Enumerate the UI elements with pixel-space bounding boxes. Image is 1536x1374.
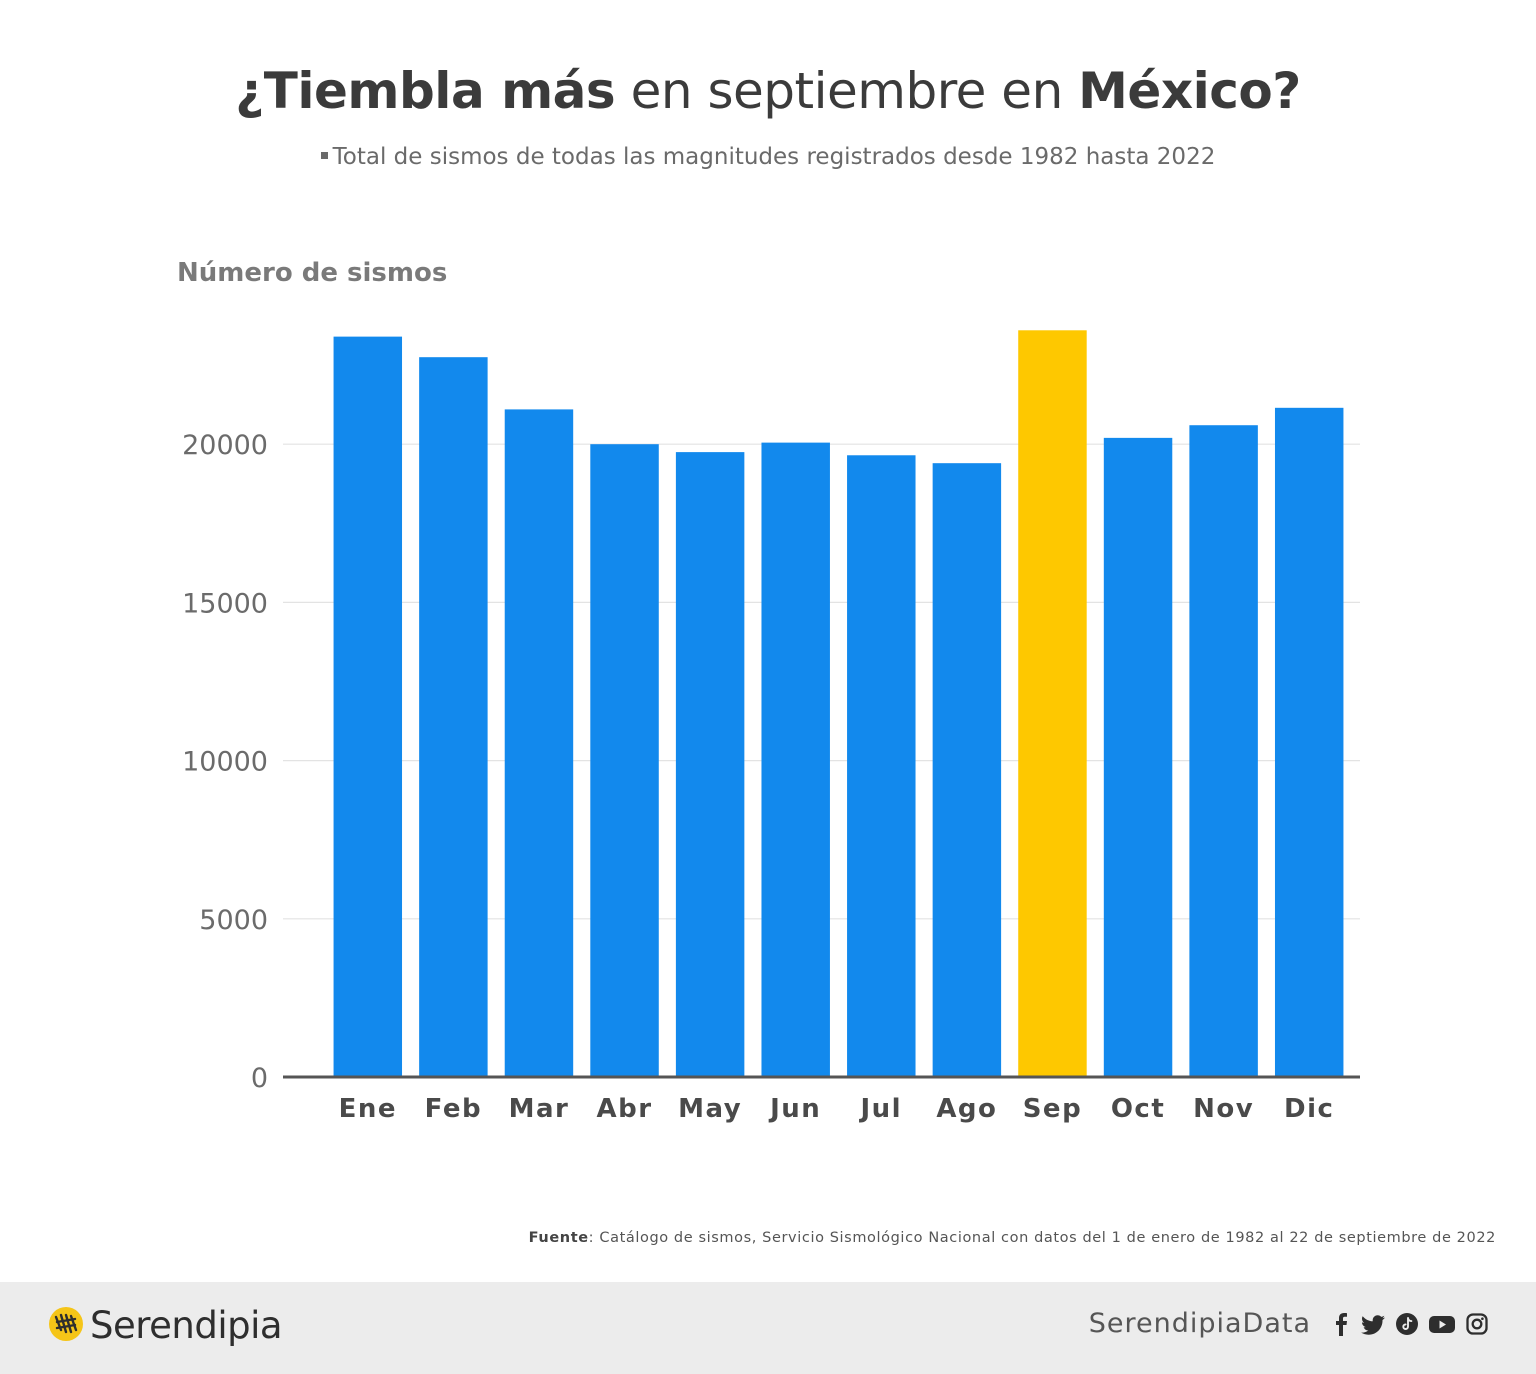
bar [675, 452, 745, 1077]
bar [419, 357, 488, 1077]
y-axis-label: Número de sismos [177, 258, 448, 288]
bar [1018, 330, 1087, 1077]
social-links: SerendipiaData [1089, 1308, 1490, 1339]
bar [1189, 425, 1258, 1077]
chart-title: ¿Tiembla más en septiembre en México? [0, 62, 1536, 120]
x-tick-label: Mar [509, 1094, 570, 1124]
bar [504, 409, 574, 1077]
x-tick-label: Abr [597, 1094, 653, 1124]
instagram-icon[interactable] [1464, 1311, 1490, 1337]
source-note: Fuente: Catálogo de sismos, Servicio Sis… [529, 1230, 1496, 1246]
brand[interactable]: Serendipia [48, 1304, 283, 1347]
x-tick-label: Ago [936, 1094, 997, 1124]
twitter-icon[interactable] [1359, 1311, 1387, 1337]
x-tick-label: May [678, 1094, 742, 1124]
y-tick-label: 10000 [182, 747, 268, 778]
bar-chart: 0 5000 10000 15000 20000 Ene Feb Mar Abr May Jun Ju… [182, 330, 1360, 1124]
x-tick-label: Sep [1023, 1094, 1082, 1124]
serendipia-logo-icon [48, 1306, 84, 1346]
x-tick-label: Nov [1193, 1094, 1254, 1124]
tiktok-icon[interactable] [1394, 1311, 1420, 1337]
social-handle[interactable]: SerendipiaData [1088, 1308, 1311, 1339]
facebook-icon[interactable] [1330, 1311, 1352, 1337]
x-tick-label: Ene [339, 1094, 397, 1124]
y-tick-label: 0 [251, 1063, 268, 1094]
bar [333, 336, 403, 1077]
title-part-b: en septiembre en [630, 62, 1064, 120]
bar [1103, 437, 1173, 1077]
bar [847, 455, 916, 1077]
x-tick-label: Jul [858, 1094, 902, 1124]
subtitle-text: Total de sismos de todas las magnitudes … [332, 144, 1216, 170]
youtube-icon[interactable] [1427, 1311, 1457, 1337]
chart-subtitle: Total de sismos de todas las magnitudes … [0, 144, 1536, 170]
y-tick-label: 20000 [182, 430, 268, 461]
x-tick-label: Dic [1284, 1094, 1334, 1124]
y-tick-label: 5000 [199, 905, 268, 936]
footer-bar: Serendipia SerendipiaData [0, 1282, 1536, 1374]
bar [932, 463, 1002, 1078]
bar [590, 444, 659, 1077]
title-part-a: ¿Tiembla más [235, 62, 616, 120]
x-tick-label: Oct [1111, 1094, 1165, 1124]
x-tick-label: Jun [768, 1094, 821, 1124]
bar [761, 442, 830, 1077]
y-tick-label: 15000 [182, 588, 268, 619]
bar [1274, 407, 1344, 1078]
source-text: : Catálogo de sismos, Servicio Sismológi… [588, 1230, 1496, 1246]
x-tick-label: Feb [425, 1094, 482, 1124]
brand-name: Serendipia [90, 1304, 283, 1347]
source-label: Fuente [528, 1230, 589, 1246]
legend-square-icon [320, 152, 328, 159]
title-part-c: México? [1078, 62, 1301, 120]
